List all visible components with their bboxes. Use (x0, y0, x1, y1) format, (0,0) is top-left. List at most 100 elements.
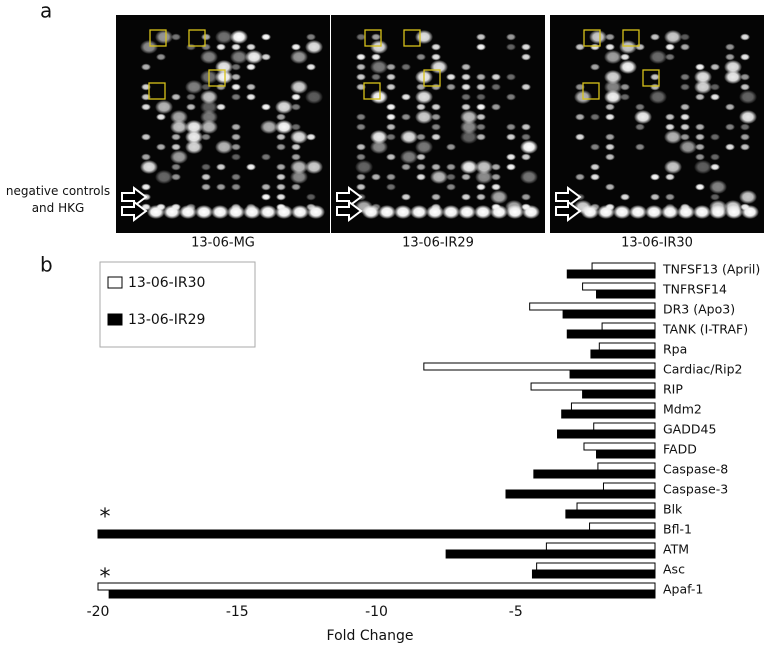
blot-spot (521, 133, 531, 141)
blot-spot (394, 205, 412, 219)
blot-spot (415, 110, 433, 124)
blot-spot (661, 205, 679, 219)
blot-spot (386, 153, 396, 161)
highlight-box (582, 82, 600, 100)
blot-spot (431, 103, 441, 111)
blot-spot (410, 205, 428, 219)
blot-spot (460, 130, 478, 144)
blot-spot (461, 83, 471, 91)
blot-spot (476, 103, 486, 111)
blot-spot (356, 53, 366, 61)
blot-spot (446, 183, 456, 191)
category-label: Caspase-3 (663, 482, 728, 497)
blot-spot (446, 163, 456, 171)
blot-spot (521, 193, 531, 201)
blot-spot (185, 120, 203, 134)
blot-spot (680, 103, 690, 111)
blot-spot (665, 123, 675, 131)
x-tick-label: -15 (226, 604, 249, 620)
blot-spot (695, 143, 705, 151)
bar (576, 502, 656, 511)
blot-spot (629, 205, 647, 219)
blot-spot (290, 80, 308, 94)
blot-spot (261, 103, 271, 111)
highlight-box (642, 69, 660, 87)
blot-spot (461, 173, 471, 181)
blot-spot (680, 73, 690, 81)
highlight-box (149, 29, 167, 47)
panel-label: b (40, 253, 53, 277)
blot-spot (506, 93, 516, 101)
blot-spot (650, 73, 660, 81)
blot-spot (246, 83, 256, 91)
blot-spot (416, 163, 426, 171)
blot-spot (370, 130, 388, 144)
blot-spot (261, 53, 271, 61)
blot-spot (431, 163, 441, 171)
blot-spot (260, 120, 278, 134)
bar (597, 462, 656, 471)
blot-spot (141, 103, 151, 111)
blot-spot (664, 160, 682, 174)
blot-spot (506, 73, 516, 81)
blot-spot (695, 123, 705, 131)
blot-spot (291, 205, 309, 219)
blot-spot (710, 63, 720, 71)
blot-spot (575, 43, 585, 51)
blot-spot (490, 205, 508, 219)
blot-spot (521, 83, 531, 91)
blot-spot (415, 140, 433, 154)
blot-spot (475, 170, 493, 184)
blot-spot (290, 160, 308, 174)
blot-spot (215, 70, 233, 84)
blot-spot (620, 53, 630, 61)
blot-spot (261, 193, 271, 201)
blot-spot (665, 193, 675, 201)
bar (566, 269, 656, 279)
blot-spot (386, 103, 396, 111)
arrow (555, 186, 582, 208)
blot-spot (231, 63, 241, 71)
blot-spot (520, 170, 538, 184)
blot-spot (620, 83, 630, 91)
blot-spot (694, 80, 712, 94)
blot-spot (261, 183, 271, 191)
blot-spot (604, 70, 622, 84)
blot-spot (291, 123, 301, 131)
blot-spot (724, 70, 742, 84)
legend-label: 13-06-IR30 (128, 275, 205, 291)
blot-spot (665, 173, 675, 181)
blot-spot (664, 130, 682, 144)
bar (545, 542, 656, 551)
blot-spot (171, 173, 181, 181)
blot-spot (306, 133, 316, 141)
blot-spot (461, 193, 471, 201)
blot-spot (231, 123, 241, 131)
blot-spot (171, 93, 181, 101)
blot-spot (275, 205, 293, 219)
blot-spot (290, 130, 308, 144)
blot-spot (680, 83, 690, 91)
blot-spot (371, 73, 381, 81)
blot-spot (243, 205, 261, 219)
blot-spot (725, 103, 735, 111)
blot-spot (605, 103, 615, 111)
blot-spot (442, 205, 460, 219)
blot-spot (506, 163, 516, 171)
category-label: RIP (663, 382, 683, 397)
blot-spot (386, 123, 396, 131)
bar (97, 582, 656, 591)
blot-spot (141, 183, 151, 191)
blot-spot (276, 183, 286, 191)
blot-spot (211, 205, 229, 219)
blot-spot (605, 133, 615, 141)
blot-spot (200, 110, 218, 124)
blot-spot (619, 40, 637, 54)
x-tick-label: -5 (509, 604, 523, 620)
blot-spot (415, 90, 433, 104)
annotation: * (100, 505, 111, 530)
blot-spot (246, 63, 256, 71)
blot-spot (362, 205, 380, 219)
blot-spot (307, 205, 325, 219)
blot-spot (476, 193, 486, 201)
